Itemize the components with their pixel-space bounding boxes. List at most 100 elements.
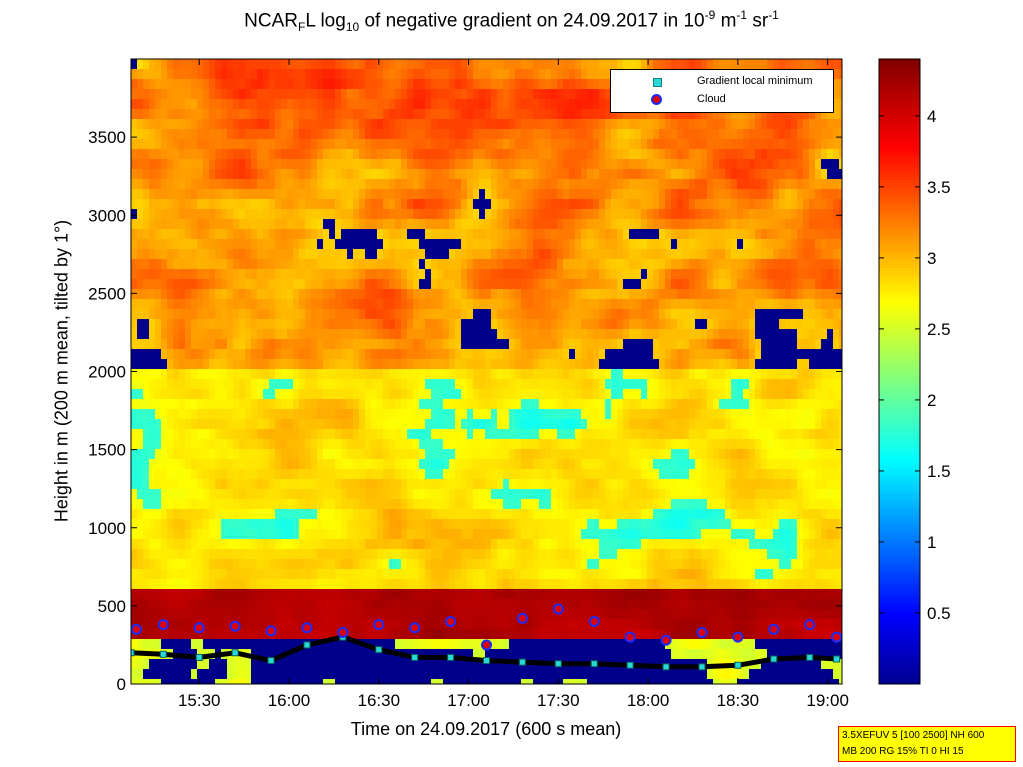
heatmap-cell — [623, 389, 630, 400]
heatmap-cell — [137, 229, 144, 240]
heatmap-cell — [593, 139, 600, 150]
heatmap-cell — [359, 189, 366, 200]
heatmap-cell — [455, 259, 462, 270]
heatmap-cell — [731, 249, 738, 260]
heatmap-cell — [737, 199, 744, 210]
heatmap-cell — [701, 129, 708, 140]
heatmap-cell — [779, 339, 786, 350]
heatmap-cell — [341, 289, 348, 300]
heatmap-cell — [743, 259, 750, 270]
heatmap-cell — [623, 169, 630, 180]
heatmap-cell — [161, 349, 168, 360]
heatmap-cell — [407, 399, 414, 410]
heatmap-cell — [281, 309, 288, 320]
heatmap-cell — [215, 449, 222, 460]
heatmap-cell — [557, 209, 564, 220]
heatmap-cell — [725, 359, 732, 370]
heatmap-cell — [647, 329, 654, 340]
heatmap-cell — [821, 229, 828, 240]
heatmap-cell — [191, 409, 198, 420]
heatmap-cell — [779, 129, 786, 140]
heatmap-cell — [305, 209, 312, 220]
heatmap-cell — [185, 249, 192, 260]
heatmap-cell — [647, 119, 654, 130]
heatmap-cell — [353, 169, 360, 180]
heatmap-cell — [215, 189, 222, 200]
heatmap-cell — [179, 409, 186, 420]
heatmap-cell — [527, 179, 534, 190]
heatmap-cell — [731, 209, 738, 220]
heatmap-cell — [509, 319, 516, 330]
heatmap-cell — [581, 379, 588, 390]
heatmap-cell — [629, 299, 636, 310]
heatmap-cell — [395, 289, 402, 300]
heatmap-cell — [767, 429, 774, 440]
heatmap-cell — [191, 219, 198, 230]
heatmap-cell — [677, 109, 684, 120]
heatmap-cell — [377, 139, 384, 150]
heatmap-cell — [419, 59, 426, 70]
heatmap-cell — [635, 189, 642, 200]
heatmap-cell — [833, 109, 840, 120]
heatmap-cell — [233, 279, 240, 290]
heatmap-cell — [443, 279, 450, 290]
heatmap-cell — [257, 139, 264, 150]
heatmap-cell — [407, 209, 414, 220]
heatmap-cell — [827, 299, 834, 310]
heatmap-cell — [683, 379, 690, 390]
heatmap-cell — [755, 209, 762, 220]
heatmap-cell — [701, 359, 708, 370]
heatmap-cell — [437, 249, 444, 260]
heatmap-cell — [389, 399, 396, 410]
heatmap-cell — [833, 409, 840, 420]
heatmap-cell — [791, 329, 798, 340]
heatmap-cell — [137, 459, 144, 470]
heatmap-cell — [329, 379, 336, 390]
heatmap-cell — [827, 149, 834, 160]
heatmap-cell — [317, 389, 324, 400]
heatmap-cell — [305, 89, 312, 100]
heatmap-cell — [683, 189, 690, 200]
heatmap-cell — [719, 209, 726, 220]
heatmap-cell — [725, 299, 732, 310]
heatmap-cell — [395, 379, 402, 390]
heatmap-cell — [227, 129, 234, 140]
heatmap-cell — [341, 439, 348, 450]
heatmap-cell — [737, 449, 744, 460]
heatmap-cell — [785, 249, 792, 260]
heatmap-cell — [653, 149, 660, 160]
heatmap-cell — [659, 469, 666, 480]
heatmap-cell — [263, 329, 270, 340]
heatmap-cell — [149, 279, 156, 290]
heatmap-cell — [371, 259, 378, 270]
heatmap-cell — [797, 419, 804, 430]
heatmap-cell — [227, 259, 234, 270]
heatmap-cell — [179, 79, 186, 90]
heatmap-cell — [311, 369, 318, 380]
heatmap-cell — [173, 159, 180, 170]
heatmap-cell — [389, 409, 396, 420]
heatmap-cell — [413, 119, 420, 130]
heatmap-cell — [425, 59, 432, 70]
heatmap-cell — [839, 109, 842, 120]
heatmap-cell — [269, 89, 276, 100]
heatmap-cell — [839, 339, 842, 350]
heatmap-cell — [143, 159, 150, 170]
heatmap-cell — [239, 149, 246, 160]
heatmap-cell — [767, 289, 774, 300]
heatmap-cell — [413, 109, 420, 120]
heatmap-cell — [335, 239, 342, 250]
heatmap-cell — [743, 59, 750, 70]
heatmap-cell — [395, 339, 402, 350]
heatmap-cell — [659, 439, 666, 450]
heatmap-cell — [479, 459, 486, 470]
heatmap-cell — [161, 329, 168, 340]
heatmap-cell — [305, 109, 312, 120]
heatmap-cell — [443, 469, 450, 480]
heatmap-cell — [329, 219, 336, 230]
heatmap-cell — [527, 139, 534, 150]
heatmap-cell — [569, 69, 576, 80]
heatmap-cell — [725, 249, 732, 260]
heatmap-cell — [821, 219, 828, 230]
heatmap-cell — [521, 459, 528, 470]
